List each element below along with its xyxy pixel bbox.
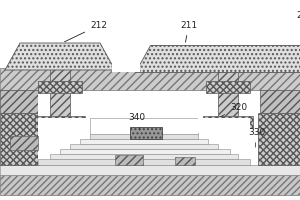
Bar (38, 81, 82, 93)
Bar (35, 116, 85, 128)
Bar (38, 118, 90, 133)
Text: 340: 340 (128, 113, 145, 130)
Polygon shape (5, 43, 115, 70)
Bar (90, 118, 198, 134)
Bar (218, 68, 238, 125)
Text: 2: 2 (296, 11, 300, 20)
Text: 211: 211 (180, 21, 197, 42)
Bar (198, 118, 250, 133)
Bar (115, 155, 143, 165)
Text: 330: 330 (248, 128, 265, 147)
Text: 212: 212 (64, 21, 107, 42)
Bar (260, 90, 300, 113)
Bar (50, 154, 238, 159)
Polygon shape (135, 45, 300, 72)
Text: 320: 320 (220, 103, 247, 117)
Bar (258, 113, 300, 165)
Bar (0, 68, 300, 90)
Bar (0, 90, 38, 113)
Bar (203, 116, 253, 128)
Bar (38, 93, 250, 165)
Bar (50, 68, 70, 125)
Bar (175, 157, 195, 165)
Bar (112, 42, 140, 72)
Bar (130, 127, 162, 139)
Bar (10, 136, 38, 150)
Bar (0, 175, 300, 195)
Bar (60, 149, 230, 154)
Bar (206, 81, 250, 93)
Bar (80, 139, 208, 144)
Bar (70, 144, 218, 149)
Bar (38, 159, 250, 165)
Bar (90, 134, 198, 139)
Bar (0, 113, 40, 165)
Bar (0, 165, 300, 175)
